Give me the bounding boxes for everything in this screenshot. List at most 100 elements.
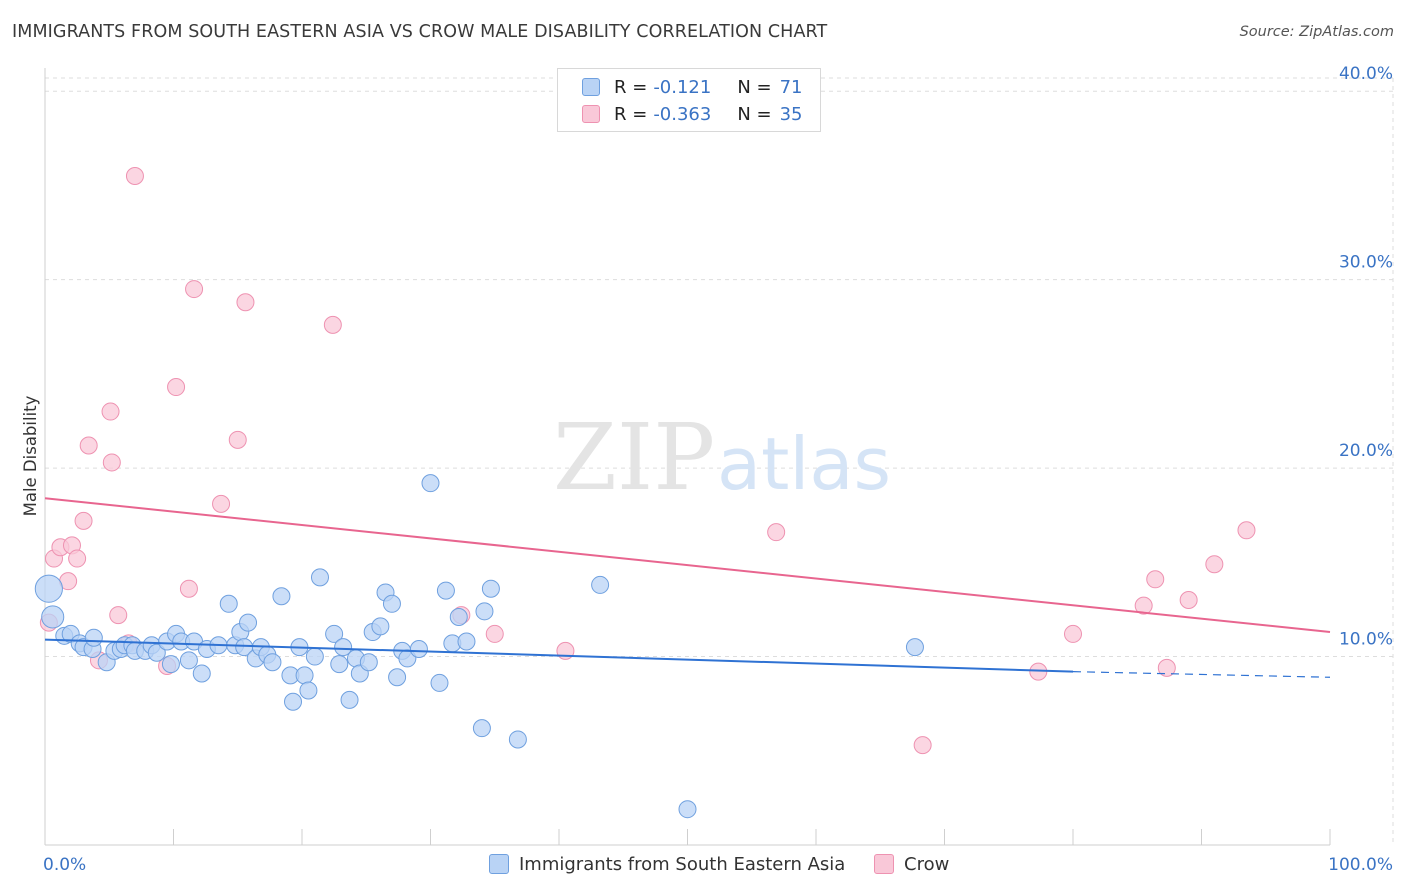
asia-point	[239, 613, 258, 632]
asia-point	[34, 574, 63, 603]
legend-swatch-blue	[582, 78, 600, 96]
asia-point	[382, 594, 401, 613]
asia-point	[192, 664, 211, 683]
crow-point	[236, 293, 255, 312]
crow-point	[1134, 596, 1153, 615]
crow-point	[1064, 624, 1082, 643]
crow-point	[1157, 658, 1176, 677]
crow-point	[1146, 570, 1165, 589]
asia-point	[330, 655, 349, 674]
crow-point	[913, 736, 932, 755]
legend-n-label: N =	[737, 76, 772, 98]
legend-row-asia: R = -0.121 N = 71	[582, 74, 803, 100]
asia-point	[310, 568, 329, 587]
crow-trend-line	[44, 497, 1331, 634]
crow-point	[228, 430, 247, 449]
legend-r-value: -0.363	[653, 103, 712, 125]
asia-point	[84, 628, 103, 647]
asia-point	[421, 474, 440, 493]
crow-point	[125, 166, 144, 185]
asia-point	[508, 730, 527, 749]
y-tick-label: 20.0%	[1339, 441, 1393, 461]
asia-point	[263, 653, 282, 672]
asia-point	[147, 643, 166, 662]
watermark: ZIP atlas	[553, 404, 891, 511]
x-tick-label-max: 100.0%	[1328, 855, 1393, 875]
crow-points	[39, 166, 1256, 755]
asia-point	[481, 579, 500, 598]
asia-point	[388, 668, 407, 687]
legend-row-crow: R = -0.363 N = 35	[582, 101, 803, 127]
asia-point	[334, 638, 353, 657]
bottom-legend-swatch-blue	[489, 854, 509, 874]
crow-point	[101, 402, 120, 421]
asia-point	[371, 617, 390, 636]
asia-point	[409, 640, 428, 659]
crow-point	[68, 549, 87, 568]
crow-point	[185, 280, 204, 299]
crow-point	[1205, 555, 1224, 574]
bottom-legend-label: Crow	[904, 853, 950, 875]
asia-points	[34, 474, 924, 819]
asia-point	[359, 653, 378, 672]
legend-r-value: -0.121	[653, 76, 712, 98]
y-tick-label: 40.0%	[1339, 64, 1393, 84]
watermark-atlas: atlas	[717, 422, 891, 506]
asia-point	[430, 673, 449, 692]
asia-point	[457, 632, 476, 651]
asia-point	[284, 692, 303, 711]
asia-point	[179, 651, 198, 670]
bottom-legend-asia: Immigrants from South Eastern Asia	[489, 852, 845, 876]
crow-point	[79, 436, 98, 455]
crow-point	[74, 511, 93, 530]
asia-point	[272, 587, 291, 606]
asia-trend-extension	[1072, 671, 1331, 678]
asia-point	[295, 666, 314, 685]
legend-r-label: R =	[614, 76, 648, 98]
asia-point	[436, 581, 455, 600]
crow-point	[102, 453, 121, 472]
asia-point	[325, 624, 344, 643]
asia-point	[161, 655, 180, 674]
chart-title: IMMIGRANTS FROM SOUTH EASTERN ASIA VS CR…	[12, 22, 828, 42]
asia-point	[472, 719, 491, 738]
crow-point	[179, 579, 198, 598]
bottom-legend-swatch-pink	[874, 854, 894, 874]
crow-point	[767, 523, 786, 542]
crow-point	[212, 494, 231, 513]
y-tick-label: 30.0%	[1339, 253, 1393, 273]
crow-point	[167, 378, 186, 397]
y-tick-label: 10.0%	[1339, 630, 1393, 650]
asia-point	[340, 690, 359, 709]
legend-n-value: 35	[779, 103, 803, 125]
crow-point	[323, 315, 342, 334]
tick-labels: 10.0% 20.0% 30.0% 40.0% 0.0% 100.0%	[43, 64, 1393, 875]
asia-point	[905, 638, 924, 657]
trend-lines	[44, 497, 1331, 678]
correlation-legend: R = -0.121 N = 71 R = -0.363 N = 35	[557, 68, 821, 132]
bottom-legend-label: Immigrants from South Eastern Asia	[519, 853, 846, 875]
legend-swatch-pink	[582, 105, 600, 123]
asia-point	[299, 681, 318, 700]
asia-point	[305, 647, 324, 666]
asia-point	[219, 594, 238, 613]
crow-point	[485, 624, 504, 643]
asia-point	[41, 605, 65, 629]
asia-point	[678, 800, 697, 819]
bottom-legend-crow: Crow	[874, 852, 949, 876]
asia-point	[591, 575, 610, 594]
x-tick-label-min: 0.0%	[43, 855, 86, 875]
asia-trend-line	[44, 638, 1074, 673]
legend-n-value: 71	[779, 76, 803, 98]
source-label: Source: ZipAtlas.com	[1239, 24, 1394, 40]
crow-point	[1237, 521, 1256, 540]
y-axis-label: Male Disability	[21, 395, 40, 516]
asia-point	[449, 607, 468, 626]
legend-n-label: N =	[737, 103, 772, 125]
crow-point	[1179, 591, 1198, 610]
crow-point	[109, 606, 128, 625]
axis-layer	[44, 68, 1331, 846]
watermark-zip: ZIP	[553, 404, 715, 511]
legend-r-label: R =	[614, 103, 648, 125]
